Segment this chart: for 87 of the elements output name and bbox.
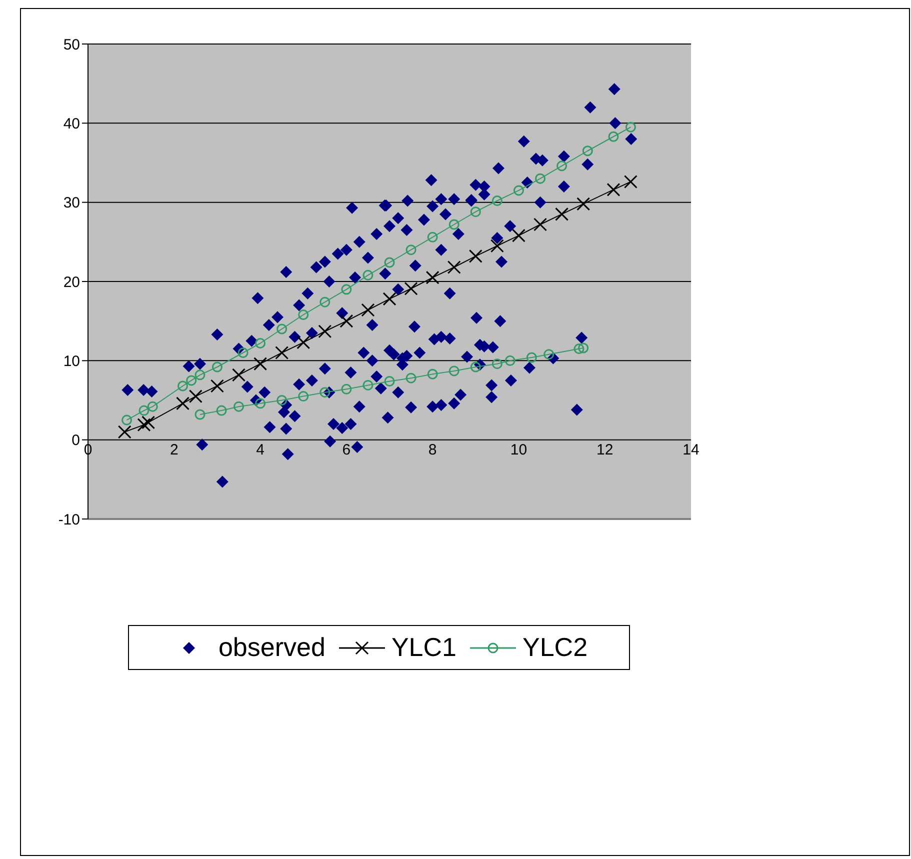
point	[298, 310, 309, 320]
point	[535, 173, 546, 184]
point	[448, 366, 460, 376]
point	[470, 362, 481, 372]
point	[470, 206, 481, 218]
point	[147, 401, 158, 412]
point	[340, 314, 354, 328]
point	[194, 370, 206, 380]
point	[212, 362, 222, 372]
point	[406, 372, 416, 384]
point	[194, 409, 206, 420]
x-tick-label: 10	[510, 441, 528, 458]
point	[188, 390, 202, 404]
point	[122, 414, 132, 426]
point	[468, 249, 482, 263]
point	[362, 380, 374, 390]
x-tick-label: 2	[170, 441, 178, 458]
point	[426, 270, 440, 284]
y-tick-label: 30	[63, 194, 80, 212]
y-tick-label: 10	[63, 352, 80, 370]
y-tick-label: 40	[63, 115, 80, 132]
point	[178, 380, 188, 392]
point	[276, 395, 288, 406]
point	[341, 284, 352, 295]
point	[362, 270, 374, 280]
point	[210, 379, 224, 393]
point	[186, 375, 197, 386]
point	[406, 244, 416, 256]
point	[582, 146, 593, 156]
point	[320, 296, 330, 308]
point	[275, 346, 289, 360]
x-tick-label: 12	[596, 441, 614, 458]
y-tick-label: 20	[63, 274, 80, 291]
point	[118, 425, 132, 439]
point	[427, 232, 438, 242]
point	[427, 368, 438, 380]
point	[255, 338, 266, 348]
point	[137, 418, 151, 432]
point	[254, 357, 268, 371]
point	[504, 355, 516, 366]
point	[232, 368, 246, 382]
point	[216, 405, 227, 416]
point	[512, 228, 526, 242]
point	[608, 131, 619, 142]
x-tick-label: 8	[428, 441, 437, 458]
point	[447, 260, 461, 274]
point	[556, 160, 568, 172]
y-tick-label: 50	[63, 36, 80, 54]
x-tick-label: 14	[682, 441, 700, 458]
legend-label: observed	[218, 632, 326, 663]
point	[576, 197, 590, 211]
point	[341, 384, 352, 394]
point	[255, 398, 266, 409]
point	[384, 376, 395, 386]
legend-label: YLC2	[522, 632, 588, 663]
point	[490, 239, 504, 253]
point	[298, 391, 309, 402]
point	[320, 387, 330, 398]
point	[492, 358, 502, 370]
point	[526, 352, 537, 363]
point	[513, 185, 524, 196]
point	[574, 344, 584, 354]
legend-label: YLC1	[391, 632, 456, 663]
x-tick-label: 4	[256, 441, 264, 458]
point	[142, 416, 156, 430]
point	[234, 401, 244, 412]
point	[296, 336, 310, 350]
y-tick-label: -10	[58, 511, 80, 528]
point	[578, 342, 589, 354]
point	[404, 282, 418, 296]
point	[555, 207, 569, 221]
point	[361, 303, 375, 317]
point	[534, 218, 547, 232]
point	[606, 182, 620, 196]
point	[492, 196, 502, 206]
point	[384, 257, 395, 268]
point	[238, 348, 248, 358]
point	[448, 219, 460, 230]
point	[276, 324, 288, 334]
point	[176, 396, 190, 410]
point	[318, 324, 332, 338]
point	[624, 175, 638, 188]
x-tick-label: 6	[342, 441, 351, 458]
point	[544, 349, 554, 360]
point	[138, 405, 150, 416]
point	[382, 292, 396, 306]
point	[625, 122, 636, 132]
